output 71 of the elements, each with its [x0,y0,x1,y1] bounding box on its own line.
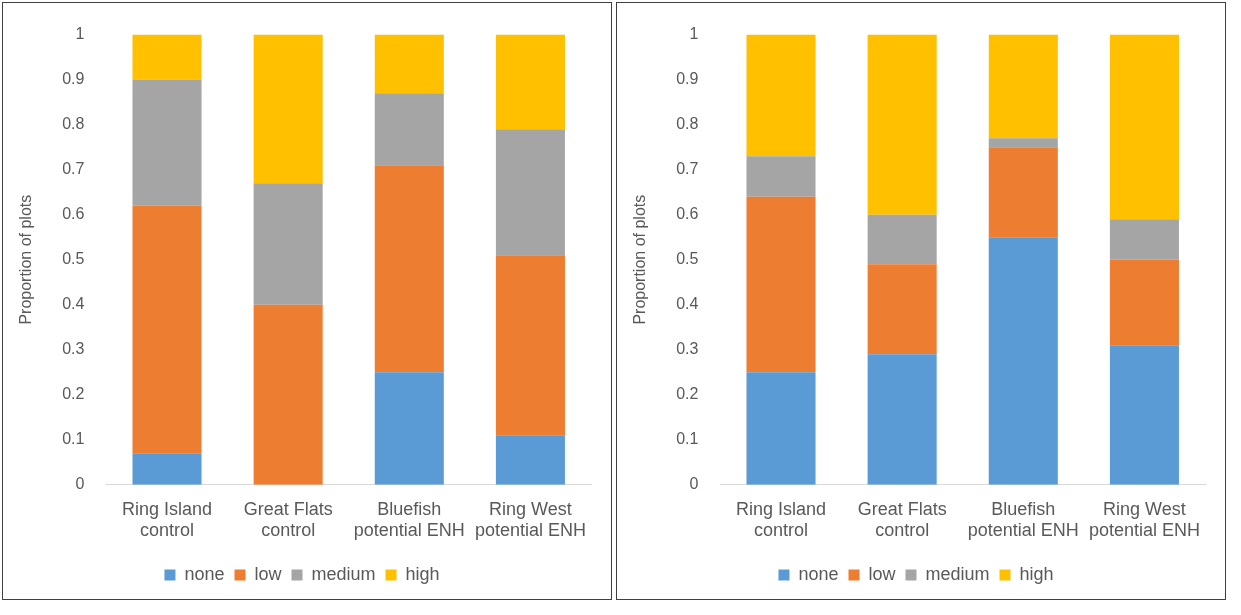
bar [867,264,937,355]
legend-label: low [868,563,897,584]
y-tick-label: 0.5 [62,250,85,268]
bar [132,453,202,485]
y-tick-label: 0.8 [676,115,699,133]
bar [132,79,202,206]
bar [746,196,816,373]
bar [746,34,816,157]
x-tick-label: Ring West potential ENH [1088,498,1200,541]
bar [1109,219,1179,260]
y-tick-label: 0.5 [676,250,699,268]
y-tick-label: 0.8 [62,115,85,133]
y-tick-label: 0 [689,475,699,493]
bar [495,255,565,436]
bar [132,205,202,454]
bar [988,147,1058,238]
x-tick-label: Ring Island control [121,498,213,541]
bar [867,214,937,265]
y-tick-label: 0.2 [676,385,699,403]
bar [1109,345,1179,485]
bar [1109,34,1179,220]
bar [253,183,323,305]
bar [495,435,565,485]
legend-label: low [254,563,283,584]
bar [495,34,565,130]
y-tick-label: 1 [689,25,699,43]
y-tick-label: 0.3 [676,340,699,358]
y-tick-label: 0.7 [676,160,699,178]
bar [374,372,444,485]
legend-label: medium [311,563,376,584]
y-tick-label: 0.6 [62,205,85,223]
bar [253,304,323,485]
bar [746,372,816,485]
bar [988,138,1058,148]
y-tick-label: 0.9 [62,70,85,88]
y-tick-label: 0.2 [62,385,85,403]
x-tick-label: Ring Island control [735,498,827,541]
y-tick-label: 0.1 [676,430,699,448]
x-tick-label: Bluefish potential ENH [353,498,465,541]
bar [132,34,202,80]
bar [374,93,444,166]
legend-label: high [405,563,440,584]
bar [988,237,1058,485]
x-tick-label: Ring West potential ENH [474,498,586,541]
y-tick-label: 0.4 [62,295,85,313]
y-tick-label: 0.6 [676,205,699,223]
x-tick-label: Great Flats control [243,498,333,541]
y-tick-label: 0.4 [676,295,699,313]
y-tick-label: 0.1 [62,430,85,448]
bar [495,129,565,256]
y-tick-label: 1 [75,25,85,43]
legend-label: medium [925,563,990,584]
x-tick-label: Bluefish potential ENH [967,498,1079,541]
legend-label: none [184,563,225,584]
y-tick-label: 0.3 [62,340,85,358]
legend-label: high [1019,563,1054,584]
x-tick-label: Great Flats control [857,498,947,541]
bar [1109,259,1179,346]
legend-label: none [798,563,839,584]
y-tick-label: 0.9 [676,70,699,88]
bar [374,165,444,373]
y-tick-label: 0.7 [62,160,85,178]
y-tick-label: 0 [75,475,85,493]
y-axis-title: Proportion of plots [631,194,649,325]
bar [867,34,937,215]
y-axis-title: Proportion of plots [17,194,35,325]
bar [988,34,1058,139]
bar [867,354,937,485]
bar [374,34,444,94]
bar [253,34,323,184]
bar [746,156,816,197]
